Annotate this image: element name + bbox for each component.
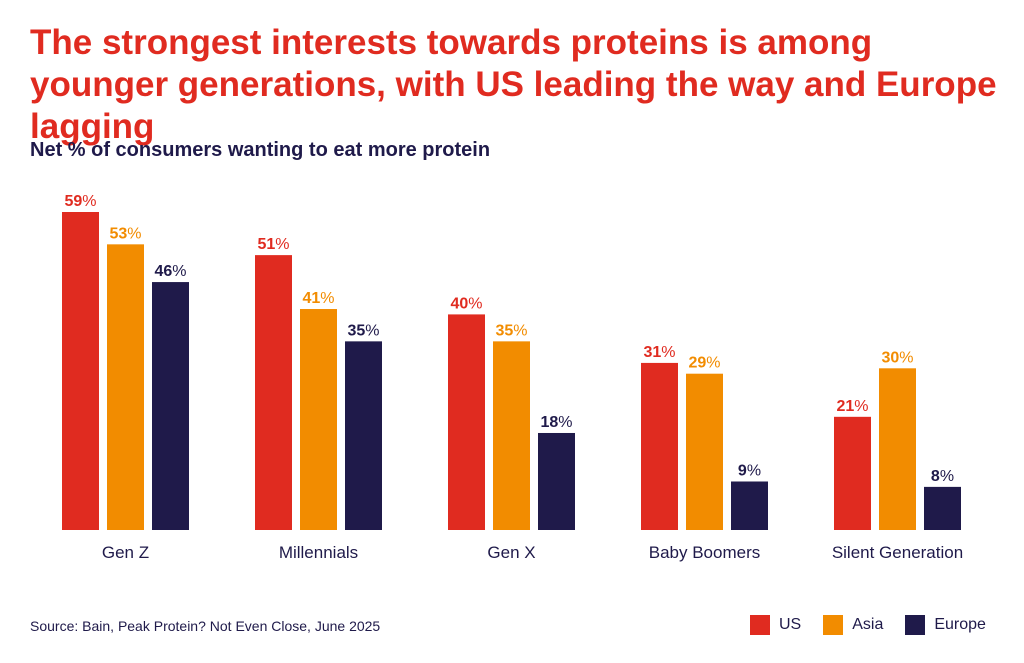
bar-millennials-asia (300, 309, 337, 530)
data-label-silent-generation-europe: 8% (931, 468, 954, 485)
bar-silent-generation-asia (879, 368, 916, 530)
bar-silent-generation-europe (924, 486, 961, 530)
source-note: Source: Bain, Peak Protein? Not Even Clo… (30, 618, 381, 634)
data-label-millennials-us: 51% (257, 236, 289, 253)
bar-baby-boomers-us (641, 362, 678, 530)
bar-gen-x-asia (493, 341, 530, 530)
legend-item-europe: Europe (905, 615, 986, 635)
chart-subtitle: Net % of consumers wanting to eat more p… (30, 139, 491, 161)
category-label-millennials: Millennials (279, 543, 358, 562)
legend-swatch-europe (905, 615, 926, 635)
legend-item-us: US (750, 615, 801, 635)
chart-title: The strongest interests towards proteins… (30, 23, 997, 146)
bar-millennials-europe (345, 341, 382, 530)
data-label-silent-generation-asia: 30% (881, 349, 913, 366)
category-label-gen-z: Gen Z (102, 543, 149, 562)
data-label-millennials-europe: 35% (347, 322, 379, 339)
data-label-gen-x-europe: 18% (540, 414, 572, 431)
data-label-silent-generation-us: 21% (836, 398, 868, 415)
bar-gen-x-europe (538, 432, 575, 530)
data-label-gen-x-us: 40% (450, 295, 482, 312)
data-label-gen-z-asia: 53% (109, 225, 141, 242)
data-label-gen-x-asia: 35% (495, 322, 527, 339)
bar-gen-x-us (448, 314, 485, 530)
bar-baby-boomers-asia (686, 373, 723, 530)
data-label-gen-z-us: 59% (64, 193, 96, 210)
legend-label-asia: Asia (852, 616, 884, 633)
legend-swatch-asia (823, 615, 844, 635)
bar-gen-z-us (62, 212, 99, 530)
bar-baby-boomers-europe (731, 481, 768, 530)
data-label-baby-boomers-asia: 29% (688, 355, 720, 372)
legend-label-us: US (779, 616, 802, 633)
legend-item-asia: Asia (823, 615, 883, 635)
category-label-silent-generation: Silent Generation (832, 543, 963, 562)
data-label-baby-boomers-us: 31% (643, 344, 675, 361)
bar-silent-generation-us (834, 416, 871, 530)
bar-millennials-us (255, 255, 292, 530)
legend-label-europe: Europe (934, 616, 986, 633)
bar-gen-z-asia (107, 244, 144, 530)
chart-legend: US Asia Europe (750, 615, 986, 635)
category-label-gen-x: Gen X (487, 543, 535, 562)
data-label-gen-z-europe: 46% (154, 263, 186, 280)
category-label-baby-boomers: Baby Boomers (649, 543, 761, 562)
legend-swatch-us (750, 615, 770, 635)
data-label-millennials-asia: 41% (302, 290, 334, 307)
bar-gen-z-europe (152, 282, 189, 530)
data-label-baby-boomers-europe: 9% (738, 462, 761, 479)
